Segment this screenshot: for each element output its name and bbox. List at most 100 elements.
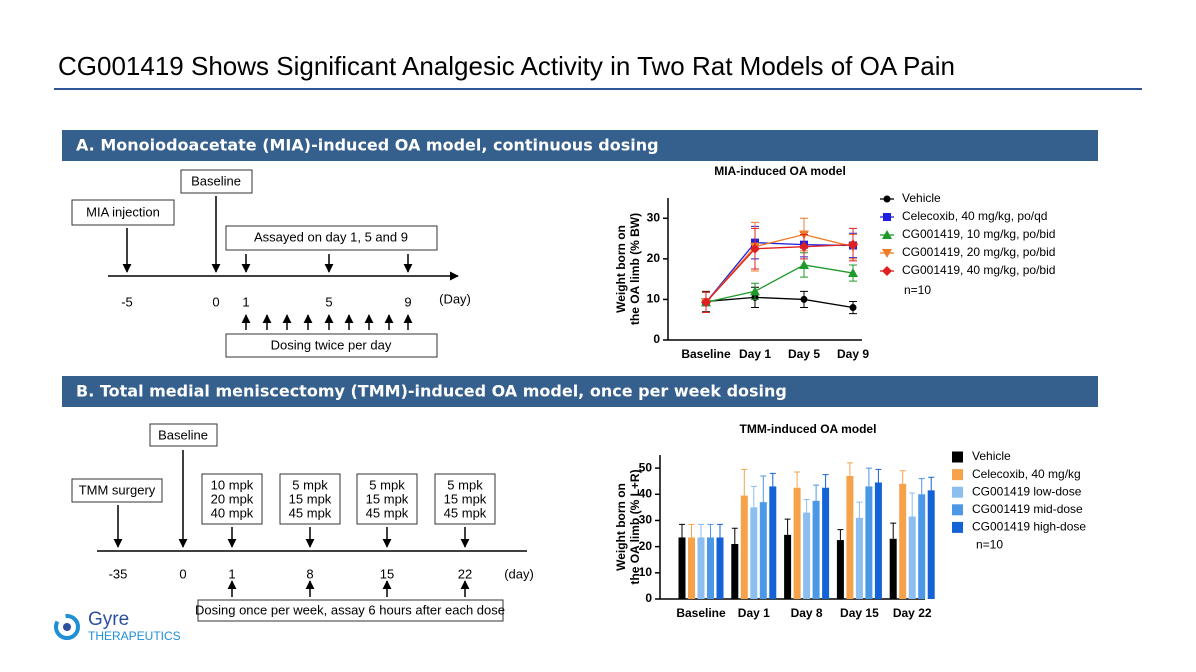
legend-label: CG001419 high-dose [972, 520, 1086, 534]
point [799, 241, 809, 252]
error-bar [707, 523, 714, 538]
box-label: MIA injection [86, 204, 160, 219]
error-bar [794, 471, 801, 488]
point [799, 259, 809, 269]
unit-label: (Day) [439, 291, 471, 306]
error-bar [856, 501, 863, 518]
error-bar [717, 523, 723, 538]
bar [697, 537, 705, 599]
legend-marker [883, 195, 891, 203]
section-header: B. Total medial meniscectomy (TMM)-induc… [76, 382, 787, 401]
timeline-b: TMM surgery Baseline -35 0 1 8 15 22 (day) 10 m… [71, 423, 534, 622]
section-band [62, 376, 1098, 407]
x-tick-label: Day 22 [893, 606, 932, 620]
point [848, 239, 858, 250]
legend-marker [883, 213, 891, 221]
tick-label: -5 [121, 294, 133, 309]
box-label: Dosing twice per day [271, 337, 392, 352]
bar [846, 475, 854, 599]
error-bar [813, 484, 820, 501]
tick-label: 1 [242, 294, 249, 309]
legend-marker [882, 230, 892, 239]
x-tick-label: Day 15 [840, 606, 879, 620]
bar [784, 534, 792, 599]
y-tick-label: 10 [647, 292, 661, 306]
legend-swatch [952, 451, 963, 463]
bar [918, 494, 926, 599]
bar [750, 507, 758, 599]
box [356, 473, 418, 525]
y-axis-label: Weight born on [614, 225, 628, 313]
x-tick-label: Day 1 [739, 347, 771, 361]
bar [803, 512, 811, 599]
point [849, 304, 857, 312]
y-axis-label: the OA limb (% BW) [628, 213, 642, 325]
legend-label: CG001419 mid-dose [972, 502, 1083, 516]
bar [874, 482, 882, 599]
bar [822, 487, 830, 599]
error-bar [741, 468, 748, 496]
series-line [705, 241, 854, 303]
box-label: Baseline [191, 173, 241, 188]
bar [855, 517, 863, 599]
tick-label: -35 [109, 566, 128, 581]
section-header: A. Monoiodoacetate (MIA)-induced OA mode… [76, 136, 659, 155]
series-line [705, 264, 854, 303]
box [279, 473, 341, 525]
logo-tagline: THERAPEUTICS [88, 629, 181, 643]
box-label: 15 mpk [366, 491, 409, 506]
box [197, 599, 504, 622]
bar [688, 537, 695, 599]
annotation: n=10 [976, 538, 1003, 552]
box-label: 10 mpk [211, 477, 254, 492]
series-line [705, 244, 854, 303]
box-label: 5 mpk [292, 477, 328, 492]
legend-label: Vehicle [902, 191, 941, 205]
box-label: 5 mpk [447, 477, 483, 492]
point [701, 297, 711, 308]
tick-label: 9 [404, 294, 411, 309]
box [434, 473, 496, 525]
bar [865, 486, 873, 599]
error-bar [875, 468, 882, 483]
y-tick-label: 10 [639, 565, 653, 579]
box-label: 5 mpk [369, 477, 405, 492]
bar [769, 486, 777, 599]
y-tick-label: 0 [653, 332, 660, 346]
annotation: n=10 [904, 283, 931, 297]
box-label: 40 mpk [211, 505, 254, 520]
box-label: TMM surgery [79, 482, 156, 497]
box-label: 15 mpk [444, 491, 487, 506]
point [848, 268, 858, 278]
box-label: 15 mpk [289, 491, 332, 506]
legend-label: CG001419, 40 mg/kg, po/bid [902, 263, 1055, 277]
logo-icon [63, 623, 71, 631]
y-tick-label: 20 [639, 539, 653, 553]
legend-label: CG001419, 10 mg/kg, po/bid [902, 227, 1055, 241]
error-bar [890, 522, 897, 539]
section-band [62, 130, 1098, 161]
error-bar [918, 478, 925, 495]
legend-swatch [952, 504, 963, 516]
legend-label: Celecoxib, 40 mg/kg [972, 467, 1081, 481]
bar [759, 502, 767, 599]
legend-swatch [952, 521, 963, 533]
tick-label: 1 [228, 566, 235, 581]
error-bar [803, 499, 810, 513]
tick-label: 22 [458, 566, 472, 581]
logo: Gyre THERAPEUTICS [54, 609, 181, 643]
error-bar [822, 474, 829, 488]
series-line [705, 233, 854, 303]
box-label: 45 mpk [289, 505, 332, 520]
logo-icon [54, 614, 80, 640]
y-tick-label: 30 [639, 513, 653, 527]
timeline-a: MIA injection Baseline Assayed on day 1,… [71, 169, 471, 358]
bar [836, 540, 844, 599]
bar [707, 537, 714, 599]
error-bar [731, 527, 738, 545]
unit-label: (day) [504, 566, 534, 581]
bar [678, 537, 686, 599]
error-bar [698, 523, 704, 538]
legend-label: CG001419 low-dose [972, 484, 1082, 498]
